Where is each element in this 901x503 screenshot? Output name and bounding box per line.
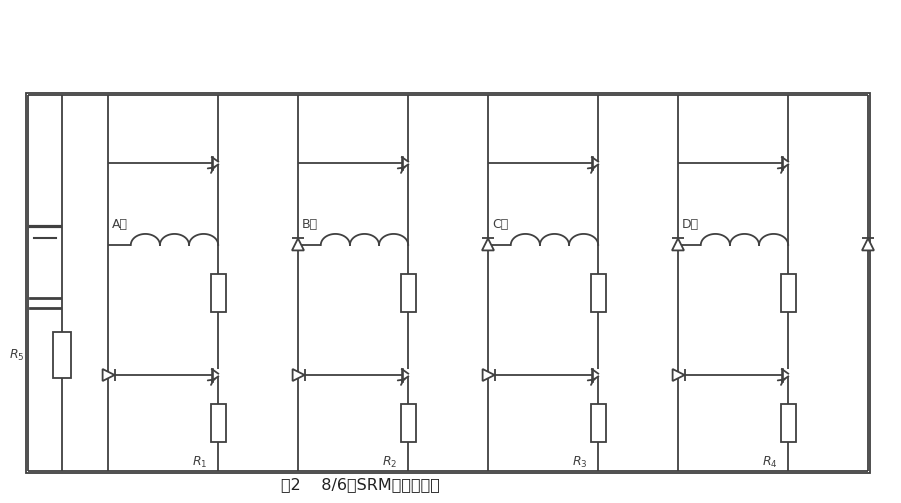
Bar bbox=[211, 404, 225, 442]
Bar bbox=[53, 332, 71, 378]
Text: $R_3$: $R_3$ bbox=[571, 455, 587, 470]
Polygon shape bbox=[293, 369, 305, 381]
Text: A相: A相 bbox=[112, 218, 128, 231]
Bar bbox=[401, 404, 415, 442]
Polygon shape bbox=[483, 369, 495, 381]
Text: C相: C相 bbox=[492, 218, 508, 231]
Polygon shape bbox=[103, 369, 114, 381]
Polygon shape bbox=[292, 238, 304, 250]
Polygon shape bbox=[672, 238, 684, 250]
Text: $R_4$: $R_4$ bbox=[761, 455, 778, 470]
Bar bbox=[26, 93, 870, 473]
Text: $R_5$: $R_5$ bbox=[10, 348, 25, 363]
Text: $R_1$: $R_1$ bbox=[192, 455, 207, 470]
Polygon shape bbox=[482, 238, 494, 250]
Bar bbox=[780, 274, 796, 312]
Text: $R_2$: $R_2$ bbox=[382, 455, 397, 470]
Polygon shape bbox=[673, 369, 685, 381]
Text: 图2    8/6极SRM电路结构图: 图2 8/6极SRM电路结构图 bbox=[280, 477, 440, 492]
Bar bbox=[401, 274, 415, 312]
Bar bbox=[211, 274, 225, 312]
Bar bbox=[591, 274, 605, 312]
Bar bbox=[591, 404, 605, 442]
Bar bbox=[780, 404, 796, 442]
Text: D相: D相 bbox=[682, 218, 699, 231]
Polygon shape bbox=[862, 238, 874, 250]
Text: B相: B相 bbox=[302, 218, 318, 231]
